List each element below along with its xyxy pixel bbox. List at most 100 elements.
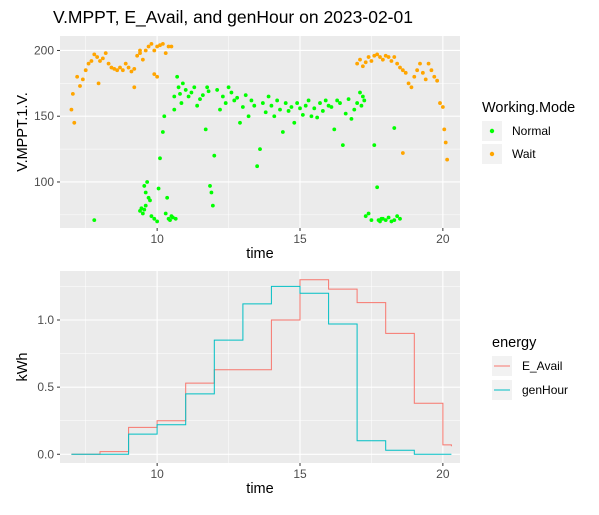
data-point-wait xyxy=(98,59,102,63)
data-point-wait xyxy=(106,61,111,66)
data-point-wait xyxy=(403,70,408,75)
data-point-normal xyxy=(363,214,368,219)
top-x-ticks: 10 15 20 xyxy=(150,228,450,246)
data-point-normal xyxy=(280,130,285,134)
data-point-wait xyxy=(375,52,380,57)
data-point-normal xyxy=(142,184,147,188)
data-point-normal xyxy=(295,101,300,105)
data-point-normal xyxy=(160,130,165,134)
data-point-normal xyxy=(340,143,345,148)
data-point-wait xyxy=(70,91,75,96)
bottom-legend-title: energy xyxy=(492,335,537,351)
data-point-wait xyxy=(412,74,417,79)
top-x-tick-label: 15 xyxy=(293,232,307,246)
data-point-normal xyxy=(258,147,262,151)
data-point-normal xyxy=(375,185,380,190)
data-point-wait xyxy=(380,57,385,62)
data-point-normal xyxy=(383,218,388,223)
data-point-wait xyxy=(126,65,131,70)
step-line-e-avail xyxy=(71,279,452,455)
data-point-normal xyxy=(283,101,288,105)
data-point-wait xyxy=(383,53,388,58)
data-point-normal xyxy=(238,120,242,125)
data-point-normal xyxy=(306,98,311,103)
data-point-wait xyxy=(132,66,137,71)
data-point-normal xyxy=(278,107,282,112)
data-point-wait xyxy=(440,105,445,109)
top-panel: 100 150 200 10 15 20 time V.MPPT.1.V. xyxy=(15,36,460,262)
data-point-wait xyxy=(115,68,120,73)
data-point-normal xyxy=(183,88,188,92)
data-point-wait xyxy=(118,65,122,70)
data-point-normal xyxy=(139,206,144,211)
top-y-axis-title: V.MPPT.1.V. xyxy=(15,92,31,172)
data-point-normal xyxy=(346,97,351,102)
top-data-points xyxy=(69,41,450,224)
data-point-wait xyxy=(92,52,97,57)
data-point-normal xyxy=(352,107,357,112)
data-point-wait xyxy=(432,74,437,79)
legend-marker-normal xyxy=(489,128,495,134)
data-point-wait xyxy=(75,74,80,79)
data-point-normal xyxy=(240,105,245,109)
data-point-normal xyxy=(140,211,145,216)
data-point-normal xyxy=(152,216,157,221)
top-y-ticks: 100 150 200 xyxy=(34,43,60,189)
bottom-panel: 0.0 0.5 1.0 10 15 20 time kWh xyxy=(15,271,460,497)
data-point-wait xyxy=(129,69,134,74)
bottom-plot-background xyxy=(60,271,460,463)
data-point-normal xyxy=(158,156,162,161)
data-point-normal xyxy=(320,109,325,113)
bottom-y-tick-label: 0.0 xyxy=(37,447,54,461)
data-point-wait xyxy=(146,44,151,49)
data-point-normal xyxy=(218,107,222,112)
data-point-normal xyxy=(298,106,302,111)
data-point-normal xyxy=(226,85,231,90)
top-y-tick-label: 200 xyxy=(34,43,54,57)
data-point-normal xyxy=(143,203,148,208)
data-point-normal xyxy=(355,101,360,105)
data-point-normal xyxy=(186,94,191,99)
chart-title: V.MPPT, E_Avail, and genHour on 2023-02-… xyxy=(53,7,413,28)
bottom-legend: energy E_Avail genHour xyxy=(492,335,568,400)
legend-label-genhour: genHour xyxy=(522,383,568,397)
data-point-wait xyxy=(72,120,77,125)
data-point-normal xyxy=(398,216,402,221)
data-point-normal xyxy=(246,114,251,119)
data-point-wait xyxy=(78,84,82,88)
data-point-normal xyxy=(149,214,154,219)
data-point-wait xyxy=(443,140,448,145)
data-point-normal xyxy=(142,207,147,212)
data-point-wait xyxy=(80,77,85,82)
data-point-normal xyxy=(380,216,385,221)
data-point-normal xyxy=(249,98,254,103)
data-point-normal xyxy=(206,89,211,94)
data-point-wait xyxy=(429,68,434,73)
data-point-wait xyxy=(123,61,128,66)
data-point-wait xyxy=(438,101,442,105)
data-point-wait xyxy=(378,55,382,59)
data-point-normal xyxy=(358,90,362,95)
data-point-wait xyxy=(369,59,374,63)
data-point-wait xyxy=(95,55,100,59)
data-point-wait xyxy=(360,64,365,69)
data-point-wait xyxy=(400,151,405,155)
legend-marker-wait xyxy=(489,151,495,157)
bottom-x-axis-title: time xyxy=(246,481,273,497)
data-point-normal xyxy=(208,184,212,188)
data-point-normal xyxy=(260,101,265,105)
data-point-wait xyxy=(409,85,414,90)
data-point-normal xyxy=(372,143,377,148)
data-point-normal xyxy=(392,126,397,130)
data-point-wait xyxy=(83,68,88,73)
data-point-normal xyxy=(266,94,271,99)
data-point-normal xyxy=(200,93,205,98)
step-line-genhour xyxy=(71,285,452,455)
data-point-wait xyxy=(435,78,440,83)
top-y-tick-label: 150 xyxy=(34,109,54,123)
bottom-y-tick-label: 0.5 xyxy=(37,380,54,394)
data-point-normal xyxy=(359,103,364,108)
data-point-normal xyxy=(286,109,291,113)
data-point-normal xyxy=(289,105,294,109)
data-point-wait xyxy=(415,68,420,73)
